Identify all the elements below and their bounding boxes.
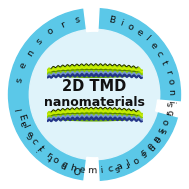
Text: r: r — [163, 69, 173, 75]
Text: s: s — [139, 148, 149, 158]
Text: c: c — [60, 160, 68, 170]
Text: l: l — [143, 34, 151, 43]
Wedge shape — [84, 7, 99, 32]
Text: o: o — [161, 118, 171, 126]
Text: r: r — [122, 159, 130, 169]
Text: l: l — [15, 107, 24, 111]
Text: e: e — [134, 27, 144, 38]
Text: s: s — [15, 77, 24, 83]
Text: o: o — [51, 155, 60, 166]
Text: p: p — [59, 159, 68, 170]
Text: o: o — [126, 22, 135, 32]
Text: t: t — [36, 144, 45, 153]
Circle shape — [9, 9, 180, 180]
Text: i: i — [166, 100, 175, 104]
Text: l: l — [125, 159, 132, 168]
Ellipse shape — [52, 70, 137, 76]
Text: t: t — [46, 153, 55, 162]
Text: o: o — [46, 26, 56, 37]
Text: e: e — [18, 61, 29, 70]
Text: a: a — [18, 119, 29, 128]
Ellipse shape — [48, 113, 141, 121]
Text: i: i — [99, 166, 103, 175]
Text: e: e — [146, 141, 156, 151]
Ellipse shape — [52, 114, 137, 119]
Ellipse shape — [48, 70, 141, 77]
Text: s: s — [34, 36, 44, 46]
Text: s: s — [138, 149, 148, 159]
Wedge shape — [156, 100, 182, 117]
Text: e: e — [151, 134, 162, 144]
Text: e: e — [148, 41, 159, 51]
Circle shape — [29, 29, 160, 160]
Wedge shape — [84, 157, 99, 182]
Text: nanomaterials: nanomaterials — [44, 96, 145, 108]
Text: a: a — [115, 162, 124, 172]
Text: e: e — [24, 129, 34, 139]
Text: c: c — [164, 108, 174, 115]
Text: i: i — [119, 18, 124, 27]
Text: r: r — [43, 150, 52, 160]
Text: e: e — [79, 165, 86, 175]
Text: c: c — [154, 49, 165, 59]
Text: o: o — [130, 154, 140, 165]
Text: l: l — [20, 123, 29, 129]
Text: h: h — [69, 163, 77, 173]
Text: i: i — [35, 144, 44, 152]
Text: s: s — [74, 15, 81, 25]
Text: c: c — [29, 137, 40, 147]
Text: r: r — [60, 20, 67, 29]
Text: n: n — [152, 134, 162, 144]
Text: n: n — [25, 48, 36, 58]
Text: s: s — [157, 126, 167, 135]
Text: n: n — [145, 141, 156, 152]
Text: s: s — [166, 101, 175, 107]
Text: O: O — [73, 164, 82, 174]
Text: B: B — [108, 15, 116, 25]
Text: n: n — [166, 89, 176, 95]
Text: s: s — [157, 126, 167, 135]
Text: o: o — [165, 78, 175, 85]
Text: 2D TMD: 2D TMD — [62, 79, 127, 94]
Text: m: m — [87, 166, 97, 176]
Text: s: s — [113, 163, 121, 173]
Text: E: E — [16, 113, 26, 121]
Text: c: c — [107, 164, 114, 174]
Text: r: r — [164, 110, 174, 116]
Text: c: c — [25, 132, 36, 141]
Text: t: t — [159, 59, 169, 66]
